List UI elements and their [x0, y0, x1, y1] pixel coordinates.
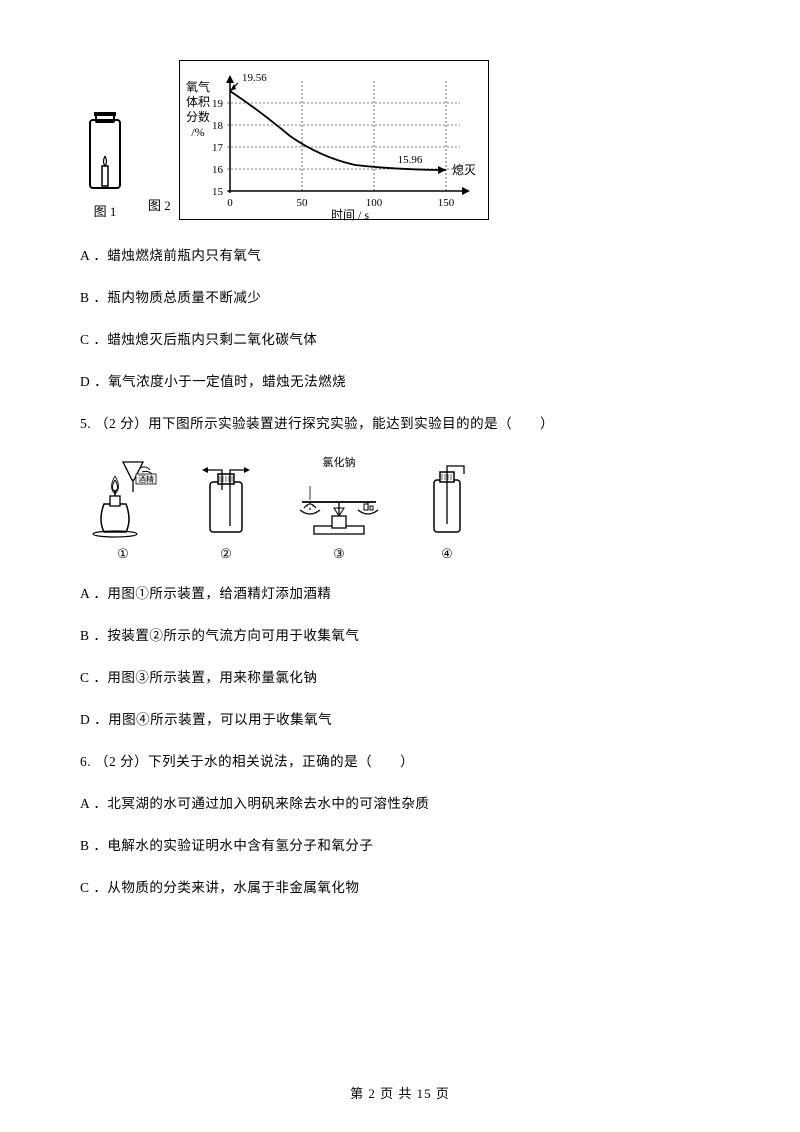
figures-row: 图 1 图 2 氧气 体积 分数 /% 15 16 17 18 [80, 60, 720, 220]
q4-option-c: C ．蜡烛熄灭后瓶内只剩二氧化碳气体 [80, 328, 720, 348]
q4-option-d: D ．氧气浓度小于一定值时，蜡烛无法燃烧 [80, 370, 720, 390]
q5-option-d: D ．用图④所示装置，可以用于收集氧气 [80, 708, 720, 728]
exp-num-2: ② [196, 546, 256, 562]
exp-num-1: ① [88, 546, 158, 562]
bottle-candle-icon [80, 112, 130, 197]
q6-stem: 6. （2 分）下列关于水的相关说法，正确的是（ ） [80, 750, 720, 770]
chart-svg: 氧气 体积 分数 /% 15 16 17 18 19 0 [180, 61, 490, 221]
svg-text:氧气: 氧气 [186, 79, 210, 94]
svg-text:分数: 分数 [186, 109, 210, 124]
balance-icon [294, 472, 384, 538]
experiment-images: 酒精 [88, 454, 720, 538]
svg-text:150: 150 [438, 197, 455, 209]
svg-text:熄灭: 熄灭 [452, 163, 476, 177]
q4-option-a: A ．蜡烛燃烧前瓶内只有氧气 [80, 244, 720, 264]
q5-stem: 5. （2 分）用下图所示实验装置进行探究实验，能达到实验目的的是（ ） [80, 412, 720, 432]
exp-item-3: 氯化钠 [294, 454, 384, 538]
q5-option-b: B ．按装置②所示的气流方向可用于收集氧气 [80, 624, 720, 644]
svg-text:酒精: 酒精 [138, 474, 154, 484]
oxygen-chart: 氧气 体积 分数 /% 15 16 17 18 19 0 [179, 60, 489, 220]
svg-text:18: 18 [212, 120, 224, 132]
svg-text:17: 17 [212, 142, 224, 154]
exp-num-3: ③ [294, 546, 384, 562]
svg-text:16: 16 [212, 164, 224, 176]
exp-num-4: ④ [422, 546, 472, 562]
page-footer: 第 2 页 共 15 页 [0, 1083, 800, 1102]
nacl-label: 氯化钠 [323, 454, 356, 470]
exp-numbers: ① ② ③ ④ [88, 546, 720, 562]
svg-text:/%: /% [191, 125, 204, 139]
wash-bottle-icon [422, 460, 472, 538]
svg-text:0: 0 [227, 197, 233, 209]
q6-option-a: A ．北冥湖的水可通过加入明矾来除去水中的可溶性杂质 [80, 792, 720, 812]
figure-1-label: 图 1 [94, 201, 117, 220]
exp-item-1: 酒精 [88, 460, 158, 538]
svg-text:19: 19 [212, 98, 224, 110]
q5-option-a: A ．用图①所示装置，给酒精灯添加酒精 [80, 582, 720, 602]
gas-bottle-tubes-icon [196, 460, 256, 538]
exp-item-2 [196, 460, 256, 538]
q6-option-c: C ．从物质的分类来讲，水属于非金属氧化物 [80, 876, 720, 896]
alcohol-lamp-funnel-icon: 酒精 [88, 460, 158, 538]
svg-text:15: 15 [212, 186, 224, 198]
svg-text:体积: 体积 [186, 95, 210, 109]
q5-option-c: C ．用图③所示装置，用来称量氯化钠 [80, 666, 720, 686]
q6-option-b: B ．电解水的实验证明水中含有氢分子和氧分子 [80, 834, 720, 854]
exp-item-4 [422, 460, 472, 538]
q4-option-b: B ．瓶内物质总质量不断减少 [80, 286, 720, 306]
svg-text:50: 50 [296, 197, 308, 209]
figure-2-label: 图 2 [148, 195, 171, 214]
svg-text:时间 / s: 时间 / s [331, 208, 369, 221]
svg-text:15.96: 15.96 [397, 154, 422, 166]
svg-text:19.56: 19.56 [242, 72, 267, 84]
figure-1: 图 1 [80, 112, 130, 220]
